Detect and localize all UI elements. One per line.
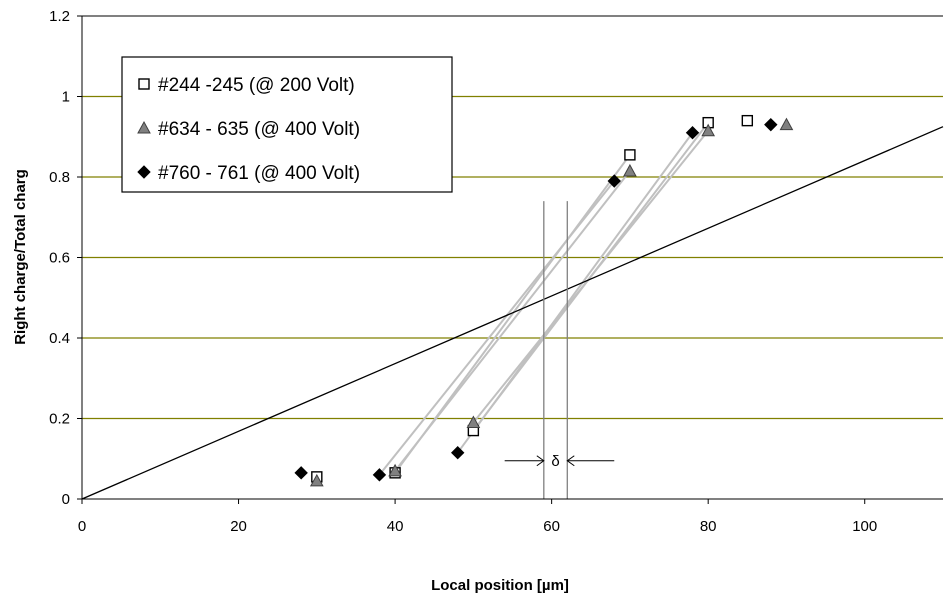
fit-line-2 (378, 180, 616, 476)
point-series2-5 (764, 117, 778, 132)
legend-label-1: #634 - 635 (@ 400 Volt) (158, 119, 360, 140)
point-series2-0 (294, 466, 308, 480)
fit-line-5 (456, 132, 694, 454)
fit-line-4 (472, 130, 709, 424)
y-tick-label-4: 0.8 (49, 169, 70, 186)
legend-marker-1 (137, 120, 151, 134)
point-series2-2 (451, 446, 465, 460)
point-series1-1 (388, 463, 402, 477)
x-tick-label-5: 100 (852, 518, 877, 535)
delta-annotation: δ (504, 453, 615, 470)
point-series1-4 (701, 123, 716, 137)
fit-lines (378, 122, 709, 476)
point-series1-2 (466, 415, 481, 429)
point-series2-4 (685, 126, 700, 140)
reference-line (81, 126, 944, 500)
x-tick-label-1: 20 (230, 518, 247, 535)
delta-left-arrow-head (536, 455, 545, 467)
legend-box (121, 56, 453, 193)
y-tick-label-2: 0.4 (49, 330, 70, 347)
legend-label-2: #760 - 761 (@ 400 Volt) (158, 163, 360, 184)
y-axis-title: Right charge/Total charg (12, 169, 29, 345)
data-points (294, 114, 794, 487)
x-tick-label-4: 80 (700, 518, 717, 535)
point-series1-3 (623, 163, 637, 177)
axes: 0 0.2 0.4 0.6 0.8 1 1.2 0 20 40 60 80 100 (49, 8, 943, 535)
x-tick-label-3: 60 (543, 518, 560, 535)
x-tick-label-2: 40 (387, 518, 404, 535)
y-tick-label-5: 1 (62, 89, 70, 106)
y-tick-label-6: 1.2 (49, 8, 70, 25)
point-series0-3 (624, 149, 636, 161)
point-series0-5 (741, 114, 754, 127)
legend: #244 -245 (@ 200 Volt) #634 - 635 (@ 400 … (121, 56, 453, 193)
x-tick-label-0: 0 (78, 518, 86, 535)
x-axis-title: Local position [µm] (431, 577, 569, 594)
vertical-markers (543, 201, 568, 499)
point-series1-5 (779, 117, 794, 131)
y-tick-label-1: 0.2 (49, 411, 70, 428)
delta-right-arrow-head (566, 455, 575, 467)
fit-line-1 (394, 170, 631, 472)
point-series2-1 (372, 468, 387, 482)
point-series1-0 (309, 473, 324, 487)
delta-label: δ (551, 453, 559, 470)
legend-marker-2 (137, 165, 151, 179)
reference-line-group (81, 126, 944, 500)
point-series2-3 (607, 174, 621, 188)
legend-marker-0 (138, 78, 150, 90)
y-tick-label-3: 0.6 (49, 250, 70, 267)
y-tick-label-0: 0 (62, 491, 70, 508)
legend-label-0: #244 -245 (@ 200 Volt) (158, 75, 355, 96)
